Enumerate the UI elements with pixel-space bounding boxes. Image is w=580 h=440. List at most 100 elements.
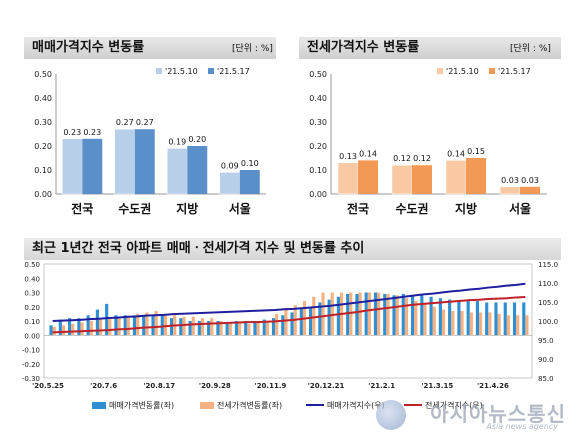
trend-legend-swatch <box>92 402 106 409</box>
trend-jeonse-bar <box>358 292 362 336</box>
sale-legend-swatch <box>208 68 214 74</box>
sale-y-tick: 0.20 <box>34 142 52 151</box>
trend-sale-bar <box>188 321 192 336</box>
trend-sale-bar <box>169 318 174 336</box>
trend-x-tick: '20.7.6 <box>90 382 117 390</box>
trend-sale-bar <box>494 302 498 336</box>
jeonse-data-label: 0.15 <box>467 147 485 156</box>
trend-sale-bar <box>179 318 183 336</box>
trend-sale-bar <box>522 302 526 336</box>
jeonse-data-label: 0.13 <box>339 152 357 161</box>
sale-unit-label: [단위 : %] <box>232 44 273 54</box>
jeonse-bar <box>391 164 413 195</box>
trend-jeonse-bar <box>432 306 436 336</box>
watermark: 아시아뉴스통신 Asia news agency <box>376 398 566 434</box>
trend-y-left-tick: 0.20 <box>24 304 40 312</box>
jeonse-bar <box>445 160 467 195</box>
trend-sale-bar <box>225 322 229 336</box>
sale-legend-swatch <box>156 68 162 74</box>
trend-jeonse-bar <box>219 321 223 336</box>
sale-data-label: 0.27 <box>136 118 154 127</box>
trend-sale-bar <box>410 295 415 336</box>
trend-jeonse-index-line <box>52 296 526 334</box>
jeonse-legend-swatch <box>437 68 443 74</box>
trend-jeonse-bar <box>52 326 56 336</box>
jeonse-y-tick: 0.20 <box>309 142 327 151</box>
trend-sale-bar <box>244 321 248 336</box>
trend-sale-bar <box>401 293 405 336</box>
trend-y-left-tick: 0.00 <box>24 332 40 340</box>
trend-legend-label: 매매가격지수(우) <box>327 400 385 410</box>
trend-sale-bar <box>95 309 99 336</box>
sale-legend-label: '21.5.10 <box>165 67 198 76</box>
trend-sale-bar <box>373 292 378 336</box>
trend-jeonse-bar <box>265 321 269 336</box>
trend-plot-frame <box>43 263 533 379</box>
trend-jeonse-bar <box>136 313 140 336</box>
trend-sale-index-line <box>52 282 526 322</box>
jeonse-data-label: 0.12 <box>393 154 411 163</box>
trend-sale-bar <box>457 301 461 336</box>
trend-jeonse-bar <box>284 308 288 336</box>
jeonse-panel-title: 전세가격지수 변동률 <box>299 37 561 59</box>
sale-data-label: 0.19 <box>168 137 186 146</box>
trend-sale-bar <box>392 295 396 336</box>
jeonse-category-label: 전국 <box>347 201 369 216</box>
trend-y-left-tick: 0.30 <box>24 290 40 298</box>
sale-bar <box>219 172 240 195</box>
trend-legend-label: 전세가격지수(우) <box>425 400 483 410</box>
trend-sale-bar <box>86 315 90 336</box>
trend-sale-bar <box>207 321 211 336</box>
jeonse-y-tick: 0.50 <box>309 70 327 79</box>
jeonse-data-label: 0.03 <box>521 176 539 185</box>
jeonse-bar <box>520 186 540 194</box>
jeonse-y-tick: 0.10 <box>309 166 327 175</box>
trend-sale-bar <box>503 302 507 336</box>
sale-bar <box>239 170 260 194</box>
trend-sale-bar <box>216 321 220 336</box>
sale-data-label: 0.20 <box>188 135 206 144</box>
trend-sale-bar <box>77 318 81 336</box>
trend-y-right-tick: 90.0 <box>538 356 554 364</box>
trend-y-left-tick: 0.10 <box>24 318 40 326</box>
trend-y-left-tick: -0.30 <box>22 375 40 383</box>
sale-data-label: 0.10 <box>241 159 259 168</box>
jeonse-y-tick: 0.30 <box>309 118 327 127</box>
trend-sale-bar <box>123 315 127 336</box>
trend-sale-bar <box>262 319 266 336</box>
trend-sale-bar <box>336 296 340 336</box>
sale-data-label: 0.27 <box>116 118 134 127</box>
trend-jeonse-bar <box>488 312 492 336</box>
trend-y-right-tick: 100.0 <box>538 318 558 326</box>
trend-jeonse-bar <box>275 313 279 336</box>
trend-sale-bar <box>132 315 137 336</box>
jeonse-data-label: 0.03 <box>501 176 519 185</box>
trend-sale-bar <box>58 319 62 336</box>
trend-jeonse-bar <box>200 318 205 336</box>
trend-x-tick: '20.5.25 <box>32 382 64 390</box>
trend-sale-bar <box>346 293 350 336</box>
trend-jeonse-bar <box>469 312 473 336</box>
trend-jeonse-bar <box>126 316 130 336</box>
trend-y-right-tick: 115.0 <box>538 261 558 269</box>
trend-chart: -0.30 -0.20 -0.10 0.00 0.10 0.20 0.30 0.40 0.50 8… <box>22 261 558 410</box>
trend-sale-bar <box>234 321 239 336</box>
jeonse-legend-label: '21.5.17 <box>498 67 531 76</box>
jeonse-data-label: 0.14 <box>447 149 465 158</box>
jeonse-category-label: 서울 <box>509 201 531 216</box>
trend-jeonse-bar <box>98 319 103 336</box>
trend-jeonse-bar <box>497 313 501 336</box>
trend-sale-bar <box>318 302 322 336</box>
trend-sale-bar <box>197 321 201 336</box>
sale-data-label: 0.09 <box>221 161 239 170</box>
trend-jeonse-bar <box>506 315 510 336</box>
trend-jeonse-bar <box>210 318 214 336</box>
trend-sale-bar <box>448 299 452 336</box>
jeonse-bar <box>466 158 486 194</box>
trend-jeonse-bar <box>330 292 334 336</box>
sale-y-tick: 0.50 <box>34 70 52 79</box>
trend-jeonse-bar <box>312 296 316 336</box>
trend-jeonse-bar <box>321 292 325 336</box>
trend-sale-bar <box>466 301 470 336</box>
watermark-sub: Asia news agency <box>486 422 558 431</box>
